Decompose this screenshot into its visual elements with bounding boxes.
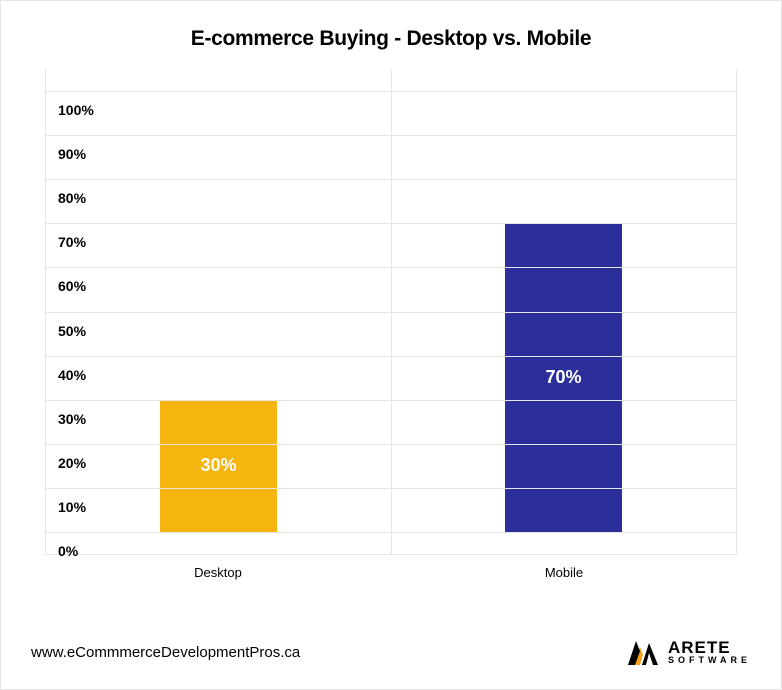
y-tick-label: 90%	[58, 146, 86, 162]
bar: 30%	[160, 400, 277, 532]
y-tick-label: 60%	[58, 278, 86, 294]
bar-value-label: 70%	[545, 367, 581, 388]
bar: 70%	[505, 223, 622, 532]
gridline: 40%	[46, 356, 736, 357]
y-tick-label: 0%	[58, 543, 78, 559]
footer: www.eCommmerceDevelopmentPros.ca ARETE S…	[31, 637, 751, 667]
x-axis-label: Desktop	[45, 565, 391, 580]
x-axis-label: Mobile	[391, 565, 737, 580]
gridline: 90%	[46, 135, 736, 136]
chart-card: E-commerce Buying - Desktop vs. Mobile 3…	[0, 0, 782, 690]
y-tick-label: 20%	[58, 455, 86, 471]
y-tick-label: 10%	[58, 499, 86, 515]
gridline: 100%	[46, 91, 736, 92]
gridline: 10%	[46, 488, 736, 489]
y-tick-label: 30%	[58, 411, 86, 427]
footer-url: www.eCommmerceDevelopmentPros.ca	[31, 644, 300, 661]
chart-grid: 30% 70% 100% 90% 80% 70% 60% 50% 40% 30% 20% 10% 0%	[45, 69, 737, 555]
y-tick-label: 100%	[58, 102, 94, 118]
chart-title: E-commerce Buying - Desktop vs. Mobile	[31, 27, 751, 51]
chart-plot: 30% 70% 100% 90% 80% 70% 60% 50% 40% 30% 20% 10% 0%…	[45, 69, 737, 580]
logo-text-bottom: SOFTWARE	[668, 656, 751, 665]
gridline: 80%	[46, 179, 736, 180]
gridline: 0%	[46, 532, 736, 533]
chart-x-labels: DesktopMobile	[45, 565, 737, 580]
bar-value-label: 30%	[200, 455, 236, 476]
y-tick-label: 40%	[58, 367, 86, 383]
logo-text-top: ARETE	[668, 640, 751, 656]
gridline: 20%	[46, 444, 736, 445]
gridline: 60%	[46, 267, 736, 268]
brand-logo: ARETE SOFTWARE	[626, 637, 751, 667]
gridline: 30%	[46, 400, 736, 401]
gridline: 50%	[46, 312, 736, 313]
y-tick-label: 80%	[58, 190, 86, 206]
gridline: 70%	[46, 223, 736, 224]
y-tick-label: 50%	[58, 323, 86, 339]
logo-text: ARETE SOFTWARE	[668, 640, 751, 665]
y-tick-label: 70%	[58, 234, 86, 250]
logo-mark-icon	[626, 637, 660, 667]
